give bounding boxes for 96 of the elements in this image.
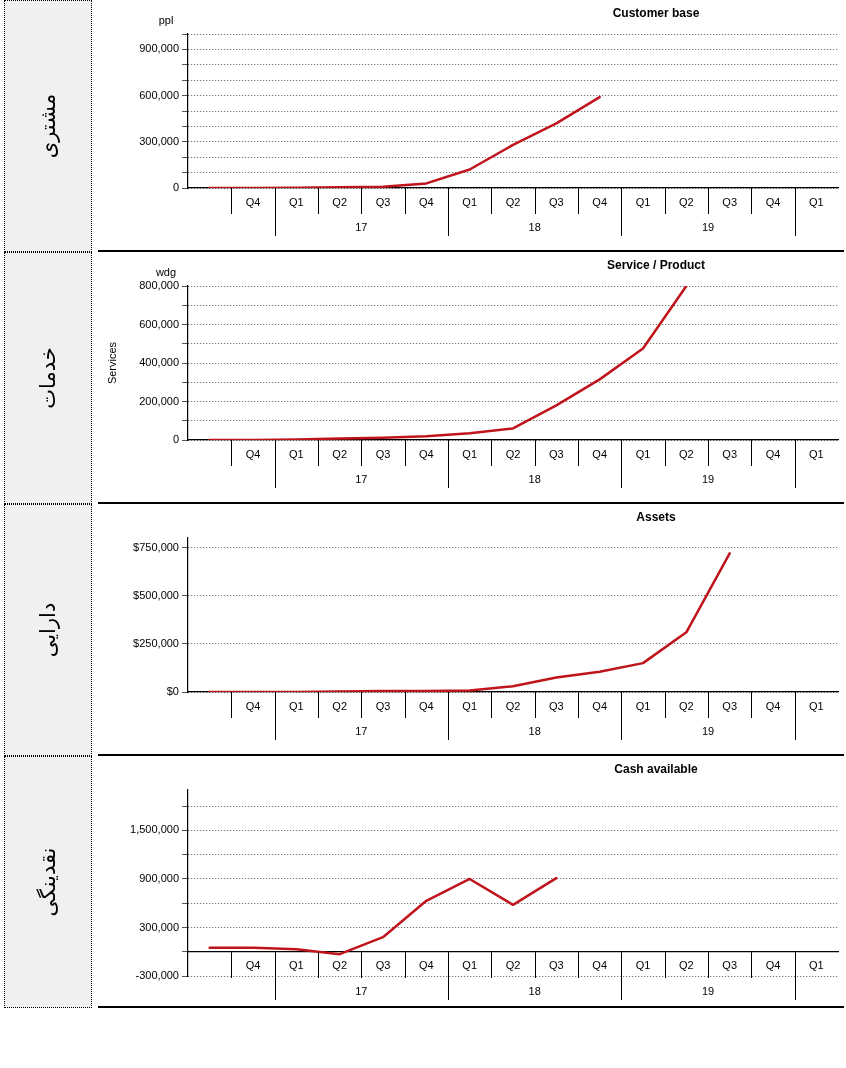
text: 19: [701, 473, 715, 486]
text: 18: [528, 725, 541, 738]
y-tick-label: 1,500,000: [130, 823, 179, 836]
x-tick-label: Q1: [288, 195, 304, 208]
text: 17: [355, 984, 368, 997]
text: مشتری: [36, 93, 60, 159]
y-tick-label: 300,000: [139, 134, 179, 147]
x-tick-label: Q3: [548, 699, 564, 712]
text: 18: [528, 473, 541, 486]
y-tick-label: $0: [166, 685, 179, 698]
x-tick-label: Q4: [592, 959, 608, 972]
x-tick-label: Q2: [505, 447, 521, 460]
y-tick-label: 900,000: [139, 871, 179, 884]
x-tick-label: Q2: [678, 195, 694, 208]
x-tick-label: Q2: [505, 959, 521, 972]
y-tick-label: 800,000: [139, 279, 179, 292]
text: 17: [355, 725, 368, 738]
x-tick-label: Q1: [288, 959, 304, 972]
x-tick-label: Q1: [808, 959, 824, 972]
text: wdg: [154, 265, 177, 278]
chart-title: Cash available: [614, 762, 699, 777]
x-tick-label: Q3: [722, 959, 738, 972]
x-tick-label: Q3: [548, 447, 564, 460]
text: 18: [528, 221, 541, 234]
y-tick-label: $250,000: [133, 636, 179, 649]
x-tick-label: Q2: [678, 959, 694, 972]
x-tick-label: Q3: [375, 959, 391, 972]
x-tick-label: Q2: [332, 959, 348, 972]
text: 19: [701, 221, 715, 234]
text: خدمات: [35, 347, 60, 409]
x-tick-label: Q1: [635, 699, 651, 712]
x-tick-label: Q4: [245, 195, 261, 208]
x-tick-label: Q4: [765, 195, 781, 208]
chart-title: Customer base: [612, 6, 700, 21]
x-tick-label: Q4: [418, 959, 434, 972]
x-tick-label: Q4: [592, 699, 608, 712]
y-tick-label: $500,000: [133, 588, 179, 601]
x-tick-label: Q1: [462, 959, 478, 972]
x-tick-label: Q4: [765, 699, 781, 712]
x-tick-label: Q1: [635, 195, 651, 208]
x-tick-label: Q4: [245, 699, 261, 712]
x-tick-label: Q1: [462, 447, 478, 460]
x-tick-label: Q2: [505, 195, 521, 208]
chart-title: Assets: [636, 510, 676, 525]
x-tick-label: Q4: [418, 195, 434, 208]
text: 19: [701, 725, 715, 738]
y-tick-label: 300,000: [139, 920, 179, 933]
x-tick-label: Q1: [288, 447, 304, 460]
y-tick-label: 0: [172, 433, 179, 446]
x-tick-label: Q3: [722, 195, 738, 208]
x-tick-label: Q1: [635, 447, 651, 460]
text: 19: [701, 984, 715, 997]
x-tick-label: Q3: [548, 959, 564, 972]
x-tick-label: Q4: [245, 959, 261, 972]
text: 17: [355, 473, 368, 486]
x-tick-label: Q3: [375, 447, 391, 460]
y-tick-label: 600,000: [139, 317, 179, 330]
x-tick-label: Q1: [288, 699, 304, 712]
x-tick-label: Q4: [418, 699, 434, 712]
x-tick-label: Q3: [375, 699, 391, 712]
x-tick-label: Q4: [765, 959, 781, 972]
x-tick-label: Q3: [548, 195, 564, 208]
x-tick-label: Q4: [418, 447, 434, 460]
y-tick-label: $750,000: [133, 540, 179, 553]
x-tick-label: Q3: [722, 699, 738, 712]
y-tick-label: -300,000: [135, 969, 179, 982]
y-tick-label: 200,000: [139, 394, 179, 407]
x-tick-label: Q2: [332, 195, 348, 208]
chart-title: Service / Product: [606, 258, 706, 273]
x-tick-label: Q4: [592, 195, 608, 208]
text: دارایی: [35, 602, 60, 658]
text: ppl: [158, 13, 174, 26]
x-tick-label: Q1: [635, 959, 651, 972]
text: 18: [528, 984, 541, 997]
x-tick-label: Q1: [462, 699, 478, 712]
x-tick-label: Q4: [245, 447, 261, 460]
x-tick-label: Q2: [332, 699, 348, 712]
y-tick-label: 400,000: [139, 356, 179, 369]
x-tick-label: Q1: [462, 195, 478, 208]
x-tick-label: Q3: [375, 195, 391, 208]
y-tick-label: 600,000: [139, 88, 179, 101]
x-tick-label: Q3: [722, 447, 738, 460]
y-tick-label: 900,000: [139, 42, 179, 55]
x-tick-label: Q1: [808, 195, 824, 208]
x-tick-label: Q2: [505, 699, 521, 712]
x-tick-label: Q4: [765, 447, 781, 460]
y-tick-label: 0: [172, 181, 179, 194]
x-tick-label: Q2: [678, 699, 694, 712]
x-tick-label: Q4: [592, 447, 608, 460]
x-tick-label: Q2: [678, 447, 694, 460]
y-axis-title: Services: [105, 341, 118, 385]
text: 17: [355, 221, 368, 234]
text: نقدینگی: [36, 847, 60, 917]
x-tick-label: Q2: [332, 447, 348, 460]
x-tick-label: Q1: [808, 699, 824, 712]
x-tick-label: Q1: [808, 447, 824, 460]
